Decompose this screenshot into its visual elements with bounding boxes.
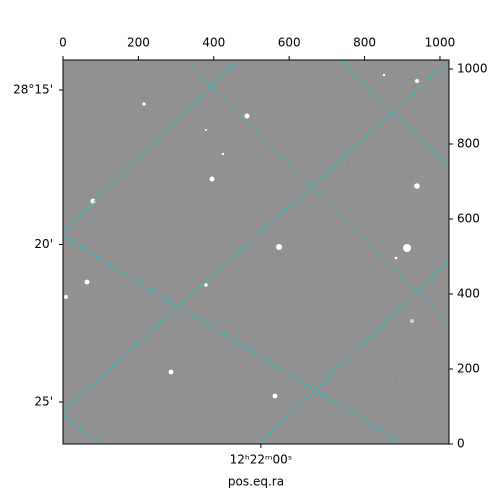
dec-tick-label: 25' — [34, 395, 53, 409]
x-tick-label: 600 — [278, 36, 301, 50]
x-tick-label: 400 — [202, 36, 225, 50]
y-tick-label: 200 — [457, 362, 480, 376]
x-tick-label: 200 — [127, 36, 150, 50]
ra-tick-label: 12ʰ22ᵐ00ˢ — [230, 453, 293, 467]
y-tick-label: 1000 — [457, 62, 488, 76]
y-tick-label: 600 — [457, 212, 480, 226]
y-tick-label: 400 — [457, 287, 480, 301]
y-tick-label: 0 — [457, 437, 465, 451]
axes-frame — [62, 59, 450, 445]
dec-tick-label: 20' — [34, 237, 53, 251]
coordinate-grid — [63, 60, 449, 444]
x-tick-label: 800 — [353, 36, 376, 50]
dec-tick-label: 28°15' — [13, 83, 53, 97]
x-axis-label: pos.eq.ra — [228, 475, 284, 489]
x-tick-label: 1000 — [425, 36, 456, 50]
x-tick-label: 0 — [59, 36, 67, 50]
image-noise — [63, 60, 449, 444]
y-tick-label: 800 — [457, 137, 480, 151]
stars — [64, 73, 420, 399]
